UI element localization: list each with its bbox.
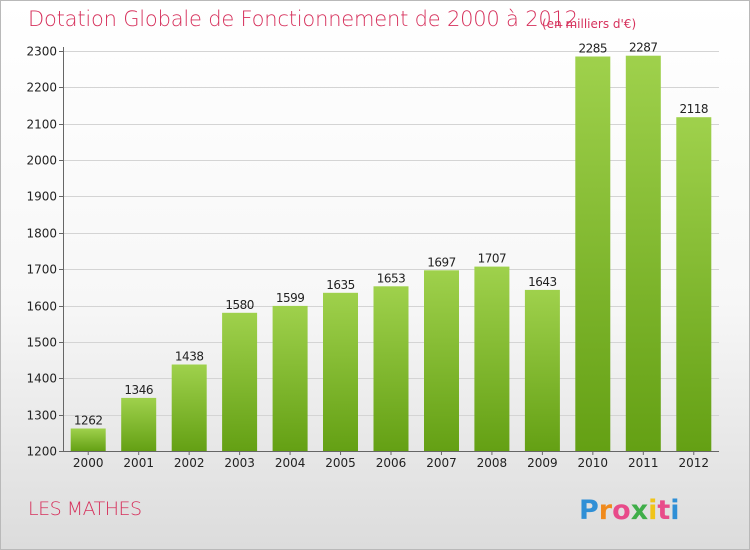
chart-title: Dotation Globale de Fonctionnement de 20… [28,7,578,31]
bar-2012 [676,117,712,451]
y-tick-label: 1500 [26,336,57,350]
x-tick-label-2012: 2012 [679,456,710,470]
svg-text:Proxiti: Proxiti [579,495,680,526]
value-label-2006: 1653 [377,271,406,285]
value-label-2010: 2285 [579,42,608,56]
bar-2009 [524,289,560,451]
bar-2004 [272,305,308,451]
labels: 1200 1300 1400 1500 1600 1700 1800 1900 2000 2100… [26,41,709,470]
value-label-2001: 1346 [124,383,153,397]
x-tick-label-2001: 2001 [123,456,154,470]
bar-2006 [373,286,409,451]
y-tick-label: 2300 [26,45,57,59]
x-tick-label-2003: 2003 [224,456,255,470]
bar-2008 [474,266,510,451]
bar-2007 [424,270,459,451]
y-tick-label: 2200 [26,81,57,95]
bar-2011 [625,55,661,451]
y-tick-label: 1700 [26,263,57,277]
value-label-2004: 1599 [276,291,305,305]
value-label-2009: 1643 [528,275,557,289]
value-label-2012: 2118 [680,102,709,116]
y-tick-label: 1400 [26,372,57,386]
x-tick-label-2009: 2009 [527,456,558,470]
bar-2005 [323,292,358,451]
y-tick-label: 1300 [26,409,57,423]
bar-2003 [222,312,258,451]
axes [59,47,719,455]
value-label-2000: 1262 [74,414,103,428]
x-tick-label-2005: 2005 [325,456,356,470]
bar-2000 [70,428,106,451]
value-label-2005: 1635 [326,278,355,292]
y-tick-label: 2100 [26,118,57,132]
y-tick-label: 1900 [26,190,57,204]
value-label-2003: 1580 [225,298,254,312]
x-tick-label-2010: 2010 [578,456,609,470]
bar-2001 [121,397,157,451]
y-tick-label: 1600 [26,300,57,314]
x-tick-label-2006: 2006 [376,456,407,470]
commune-name: LES MATHES [28,498,142,520]
x-tick-label-2002: 2002 [174,456,205,470]
x-tick-label-2000: 2000 [73,456,104,470]
x-tick-label-2007: 2007 [426,456,457,470]
y-tick-label: 1800 [26,227,57,241]
bar-2010 [575,56,611,451]
proxiti-logo: Proxiti [579,495,680,526]
x-tick-label-2011: 2011 [628,456,659,470]
y-tick-label: 1200 [26,445,57,459]
bars [70,55,712,451]
value-label-2011: 2287 [629,41,658,55]
bar-2002 [171,364,207,451]
value-label-2007: 1697 [427,255,456,269]
unit-note: (en milliers d'€) [542,17,637,31]
x-tick-label-2008: 2008 [477,456,508,470]
y-tick-label: 2000 [26,154,57,168]
value-label-2002: 1438 [175,350,204,364]
value-label-2008: 1707 [478,252,507,266]
x-tick-label-2004: 2004 [275,456,306,470]
